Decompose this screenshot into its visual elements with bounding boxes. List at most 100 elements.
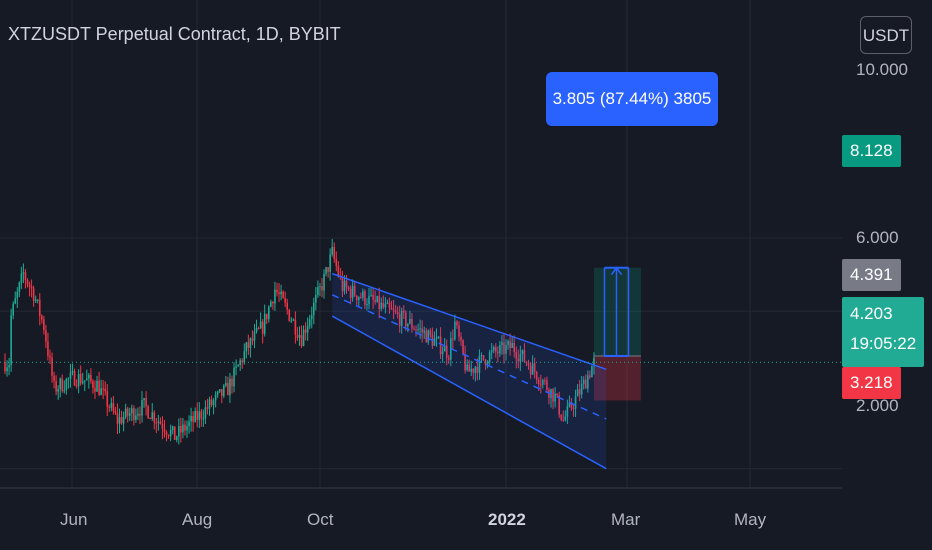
candle-body — [235, 366, 237, 368]
candle-body — [521, 350, 524, 355]
stop-price-tag: 3.218 — [842, 367, 901, 399]
candle-body — [65, 379, 68, 391]
candle-body — [290, 320, 293, 322]
candle-body — [216, 391, 219, 395]
candle-body — [137, 413, 139, 416]
channel-midline — [331, 294, 607, 420]
candle-body — [245, 342, 248, 352]
candle-body — [419, 328, 421, 330]
candle-body — [337, 266, 340, 276]
candle-body — [505, 344, 507, 354]
candle-body — [75, 385, 78, 387]
candle-body — [225, 382, 227, 386]
candle-body — [263, 313, 266, 334]
candle-body — [308, 319, 311, 326]
candle-body — [130, 408, 133, 414]
candle-body — [452, 338, 454, 340]
candle-body — [497, 351, 499, 354]
candle-body — [284, 297, 286, 303]
candle-body — [396, 312, 399, 315]
candle-body — [257, 328, 260, 330]
candle-body — [202, 418, 205, 420]
candle-body — [210, 399, 213, 405]
channel-upper-line — [331, 272, 607, 371]
candle-body — [282, 291, 284, 298]
candle-body — [454, 321, 456, 340]
candle-body — [157, 421, 160, 423]
candle-body — [405, 312, 407, 327]
candle-body — [509, 341, 511, 349]
candle-body — [139, 413, 141, 416]
last-price-tag: 4.203 19:05:22 — [842, 297, 925, 367]
candle-body — [384, 303, 387, 308]
candle-body — [478, 356, 481, 373]
candle-body — [10, 315, 12, 366]
chart-title: XTZUSDT Perpetual Contract, 1D, BYBIT — [8, 24, 341, 44]
candle-body — [280, 291, 282, 295]
candle-body — [321, 286, 323, 291]
candle-body — [472, 368, 475, 373]
candle-body — [539, 384, 542, 386]
candle-body — [482, 355, 485, 360]
candle-body — [200, 411, 203, 419]
candle-body — [486, 362, 489, 365]
candle-body — [45, 330, 47, 342]
candle-body — [26, 279, 29, 285]
candle-body — [49, 355, 51, 358]
candle-body — [460, 336, 462, 341]
candle-body — [501, 342, 503, 345]
candle-body — [51, 357, 53, 376]
candle-body — [100, 388, 102, 395]
candle-body — [96, 380, 98, 392]
profit-zone — [593, 267, 641, 356]
candle-body — [247, 342, 250, 349]
candle-body — [362, 291, 364, 298]
candle-body — [92, 381, 94, 388]
candle-body — [341, 276, 344, 292]
candle-body — [413, 328, 415, 330]
candle-body — [576, 389, 579, 397]
candle-body — [441, 351, 444, 355]
candle-body — [484, 359, 487, 365]
candle-body — [480, 355, 483, 357]
candle-body — [333, 246, 336, 259]
candle-body — [153, 412, 156, 423]
candle-body — [468, 364, 471, 372]
candle-body — [437, 336, 440, 338]
candle-body — [128, 413, 131, 416]
candle-body — [118, 417, 121, 424]
candle-body — [327, 267, 329, 272]
candle-body — [233, 367, 235, 387]
candle-body — [196, 411, 199, 420]
candle-body — [71, 371, 74, 373]
candle-body — [208, 399, 211, 409]
candle-body — [133, 408, 135, 420]
candle-body — [198, 411, 201, 420]
candle-body — [43, 319, 45, 331]
candle-body — [57, 389, 59, 392]
candle-body — [182, 424, 184, 433]
loss-zone — [593, 355, 641, 401]
candle-body — [268, 306, 270, 320]
candle-body — [544, 380, 546, 382]
descending-channel[interactable] — [331, 272, 607, 470]
price-measure[interactable] — [603, 266, 630, 357]
candle-body — [462, 340, 464, 354]
measure-arrow-head — [610, 266, 623, 276]
candle-body — [102, 388, 104, 390]
candle-body — [366, 304, 368, 306]
candle-body — [178, 426, 180, 437]
candle-body — [69, 372, 72, 379]
candle-body — [345, 280, 348, 288]
candle-body — [357, 297, 360, 301]
candle-body — [149, 418, 151, 420]
candle-body — [90, 374, 92, 382]
candle-body — [288, 309, 291, 321]
candle-body — [300, 335, 303, 346]
candle-body — [278, 292, 280, 295]
candle-body — [184, 424, 186, 431]
currency-button[interactable]: USDT — [860, 16, 912, 54]
candle-body — [591, 366, 593, 378]
